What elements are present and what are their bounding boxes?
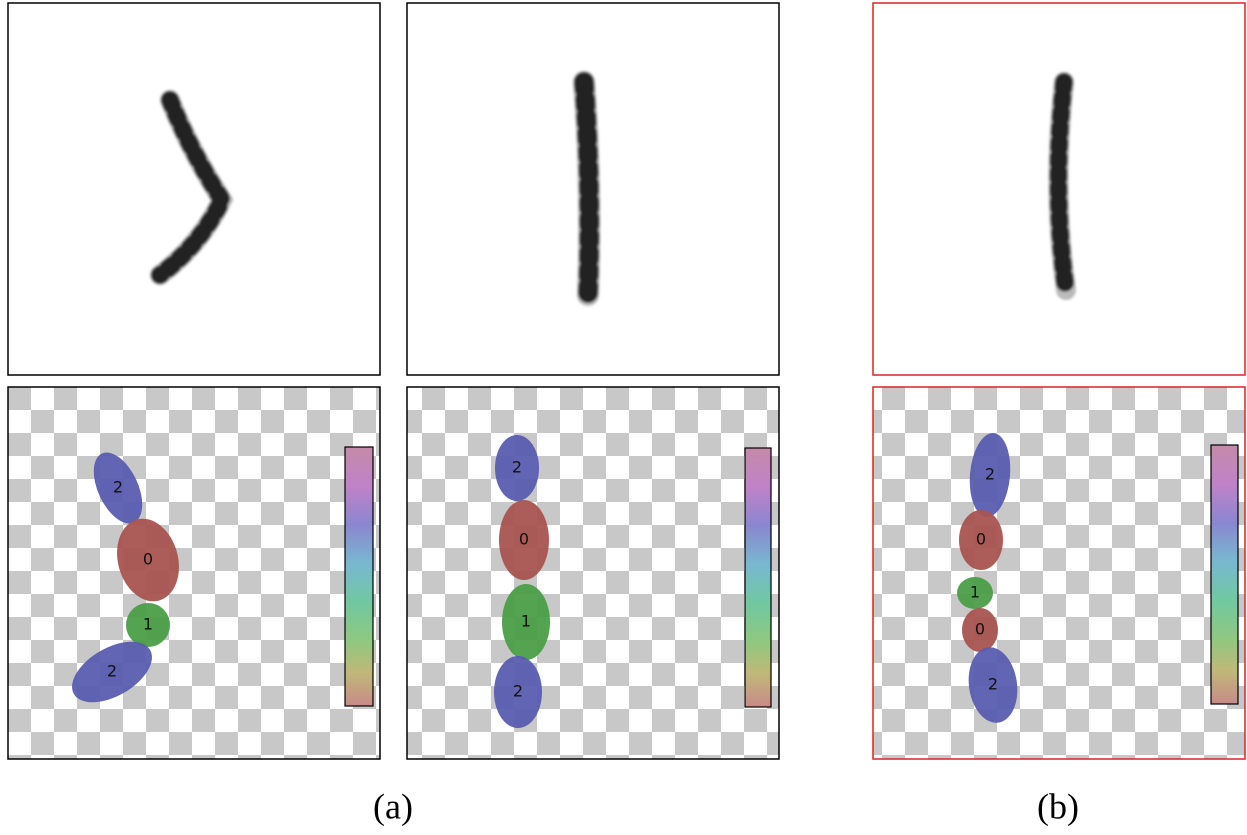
- segment-label: 0: [976, 530, 986, 549]
- segment-label: 2: [107, 662, 117, 681]
- segment-label: 2: [512, 458, 522, 477]
- segment-label: 1: [970, 583, 980, 602]
- segment: [957, 577, 993, 609]
- segment: [72, 641, 152, 703]
- caption: (b): [1037, 786, 1079, 826]
- segment: [499, 500, 549, 580]
- segment-label: 1: [143, 615, 153, 634]
- segment-label: 0: [975, 620, 985, 639]
- colorbar: [344, 444, 1239, 708]
- segment-label: 2: [988, 675, 998, 694]
- segment: [502, 584, 550, 660]
- segment: [117, 518, 179, 602]
- segment-label: 0: [519, 530, 529, 549]
- segment-label: 2: [985, 465, 995, 484]
- segment: [968, 647, 1018, 723]
- segment: [126, 603, 170, 647]
- segment-label: 2: [113, 478, 123, 497]
- segmentation: 2 0 1 2 2 0 1 2 2 0 1 0 2: [72, 433, 1018, 728]
- segment: [494, 656, 542, 728]
- segment-label: 1: [521, 612, 531, 631]
- chromosome-image: [150, 71, 1076, 306]
- segment-label: 0: [143, 550, 153, 569]
- segment: [962, 608, 998, 652]
- segment: [959, 510, 1003, 570]
- segment: [969, 433, 1011, 517]
- caption: (a): [373, 786, 413, 826]
- segment-label: 2: [513, 682, 523, 701]
- segment: [93, 452, 143, 524]
- segment: [495, 435, 539, 501]
